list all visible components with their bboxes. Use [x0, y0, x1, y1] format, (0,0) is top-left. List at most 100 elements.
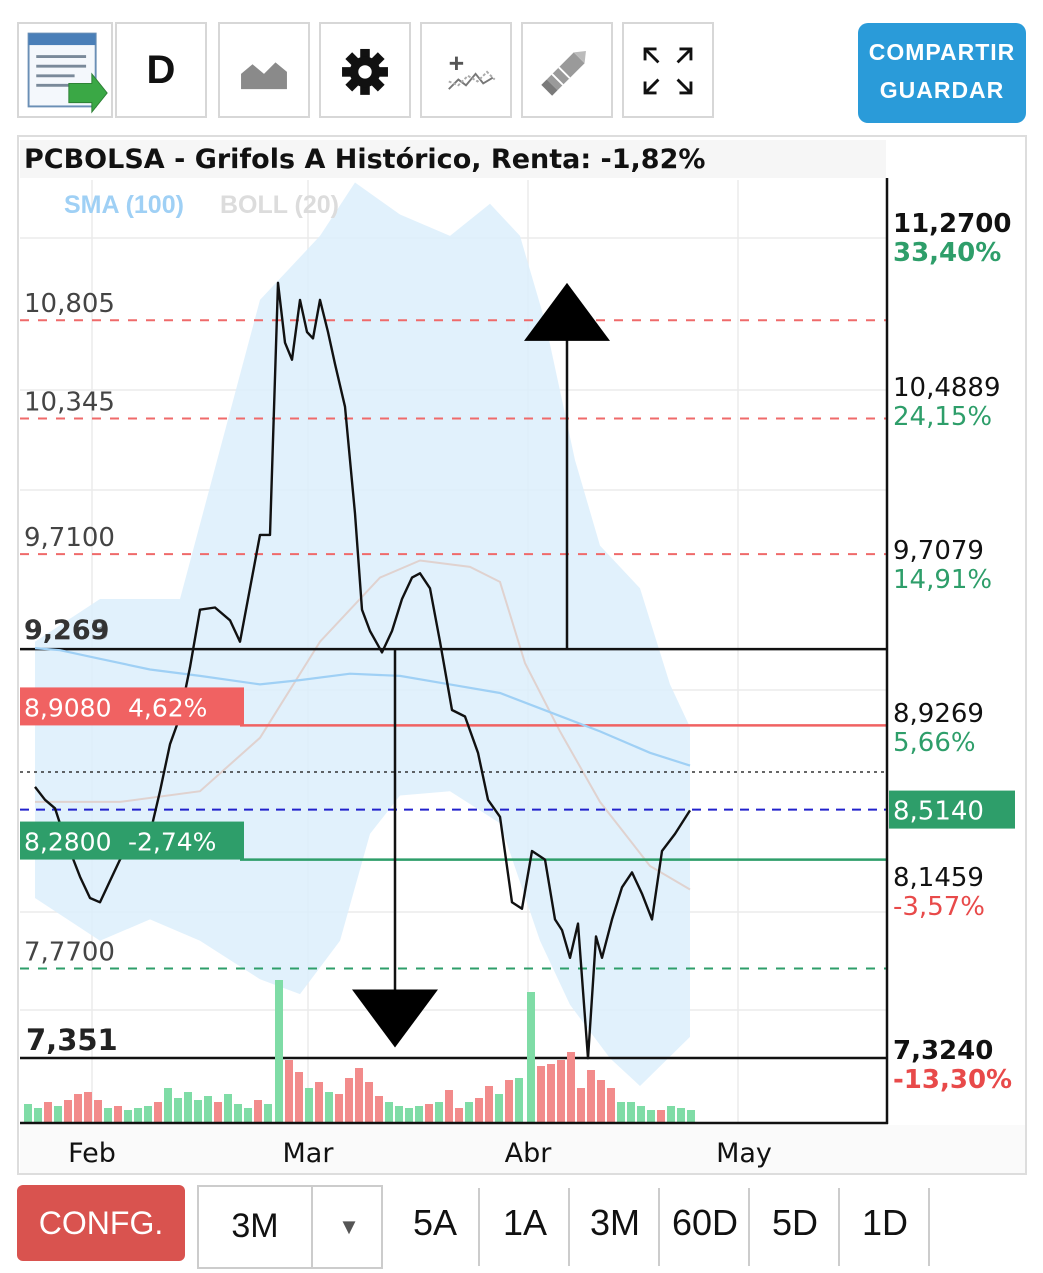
range-3m-button[interactable]: 3M — [572, 1188, 660, 1266]
add-indicator-button[interactable] — [420, 22, 512, 118]
volume-bar — [34, 1108, 42, 1122]
right-axis-value: 10,4889 — [893, 373, 1001, 403]
volume-bar — [515, 1078, 523, 1122]
volume-bar — [254, 1100, 262, 1122]
volume-bar — [224, 1094, 232, 1122]
low-level-label: 7,351 — [26, 1023, 118, 1057]
volume-bar — [64, 1100, 72, 1122]
legend-sma[interactable]: SMA (100) — [64, 191, 184, 219]
x-tick-label: May — [716, 1138, 772, 1169]
volume-bar — [184, 1092, 192, 1122]
volume-bar — [335, 1094, 343, 1122]
right-axis-pct: -3,57% — [893, 892, 985, 922]
add-indicator-icon — [448, 56, 496, 90]
volume-bar — [567, 1052, 575, 1122]
draw-button[interactable] — [521, 22, 613, 118]
fullscreen-button[interactable] — [622, 22, 714, 118]
volume-bar — [557, 1060, 565, 1122]
share-save-button[interactable]: COMPARTIR GUARDAR — [858, 23, 1026, 123]
left-level-label: 7,7700 — [24, 938, 115, 968]
volume-bar — [485, 1086, 493, 1122]
legend-boll[interactable]: BOLL (20) — [220, 191, 339, 219]
volume-bar — [495, 1094, 503, 1122]
current-price-label: 8,5140 — [893, 797, 984, 827]
arrow-up-head — [524, 282, 610, 341]
left-level-label: 10,805 — [24, 289, 115, 319]
export-button[interactable] — [17, 22, 113, 118]
volume-bar — [355, 1068, 363, 1122]
volume-bar — [617, 1102, 625, 1122]
left-level-label: 9,7100 — [24, 523, 115, 553]
volume-bar — [124, 1110, 132, 1122]
range-5d-button[interactable]: 5D — [752, 1188, 840, 1266]
volume-bar — [465, 1102, 473, 1122]
volume-bar — [134, 1108, 142, 1122]
volume-bar — [24, 1104, 32, 1122]
right-axis-value: 9,7079 — [893, 536, 984, 566]
volume-bar — [264, 1104, 272, 1122]
right-axis-pct: 5,66% — [893, 728, 976, 758]
chart-frame — [17, 135, 1027, 1175]
resistance-badge — [20, 687, 244, 726]
right-axis-pct: 24,15% — [893, 402, 992, 432]
current-price-badge — [889, 790, 1015, 829]
right-axis-value: 8,1459 — [893, 863, 984, 893]
right-axis-value: 7,3240 — [893, 1036, 993, 1066]
volume-bar — [345, 1078, 353, 1122]
title-bar — [20, 140, 886, 178]
chart-title: PCBOLSA - Grifols A Histórico, Renta: -1… — [24, 144, 705, 175]
config-button[interactable]: CONFG. — [17, 1185, 185, 1261]
volume-bar — [445, 1090, 453, 1122]
x-axis-band — [20, 1125, 1025, 1173]
volume-bar — [627, 1102, 635, 1122]
resistance-value: 8,9080 — [24, 693, 111, 722]
fullscreen-icon — [643, 47, 693, 95]
volume-bar — [375, 1096, 383, 1122]
volume-bar — [435, 1102, 443, 1122]
volume-bar — [657, 1110, 665, 1122]
volume-bar — [505, 1080, 513, 1122]
settings-button[interactable] — [319, 22, 411, 118]
gear-icon — [342, 48, 388, 95]
x-tick-label: Feb — [68, 1138, 116, 1169]
save-label: GUARDAR — [879, 77, 1005, 103]
volume-bar — [527, 992, 535, 1122]
volume-bar — [587, 1070, 595, 1122]
volume-bar — [285, 1060, 293, 1122]
volume-bar — [315, 1082, 323, 1122]
sma-line — [34, 647, 691, 767]
volume-bar — [144, 1106, 152, 1122]
range-1d-button[interactable]: 1D — [842, 1188, 930, 1266]
range-60d-button[interactable]: 60D — [662, 1188, 750, 1266]
volume-bar — [114, 1106, 122, 1122]
period-button[interactable]: D — [115, 22, 207, 118]
left-level-label: 10,345 — [24, 387, 115, 417]
projection-arrows — [352, 282, 610, 1048]
chevron-down-icon: ▼ — [338, 1214, 360, 1239]
volume-bar — [547, 1064, 555, 1122]
volume-bar — [204, 1096, 212, 1122]
volume-bar — [637, 1106, 645, 1122]
range-select[interactable]: 3M ▼ — [197, 1185, 383, 1269]
volume-bar — [455, 1108, 463, 1122]
level-lines — [20, 319, 886, 1060]
range-1a-button[interactable]: 1A — [482, 1188, 570, 1266]
range-5a-button[interactable]: 5A — [392, 1188, 480, 1266]
volume-bar — [214, 1102, 222, 1122]
x-axis: Feb Mar Abr May — [20, 1125, 1025, 1173]
volume-bar — [607, 1088, 615, 1122]
pencil-icon — [541, 51, 586, 96]
volume-bar — [295, 1072, 303, 1122]
right-axis-pct: 14,91% — [893, 565, 992, 595]
volume-bar — [104, 1108, 112, 1122]
chart-type-button[interactable] — [218, 22, 310, 118]
volume-bar — [44, 1102, 52, 1122]
volume-bar — [154, 1102, 162, 1122]
volume-bar — [647, 1110, 655, 1122]
volume-bar — [577, 1088, 585, 1122]
arrow-down-head — [352, 989, 438, 1048]
volume-bars — [24, 980, 695, 1122]
